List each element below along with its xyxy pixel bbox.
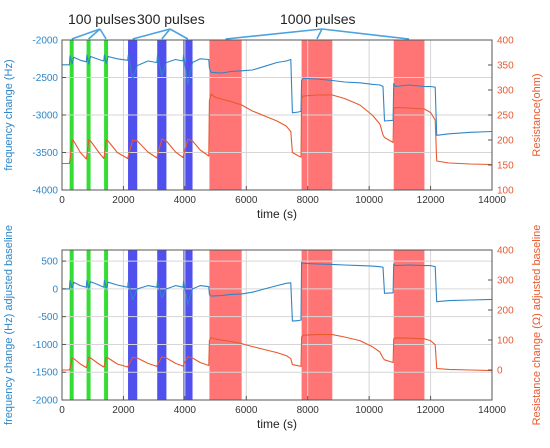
bracket-line-100-2 xyxy=(99,28,107,40)
y-tick-label-bottom-5: 500 xyxy=(41,257,58,268)
annotation-100-pulses: 100 pulses xyxy=(68,11,136,27)
y2-tick-label-bottom-1: 100 xyxy=(497,336,514,347)
x-tick-label-bottom-6: 12000 xyxy=(417,405,445,416)
pulse-band-blue-bottom-5 xyxy=(183,250,193,400)
y2-tick-label-bottom-4: 400 xyxy=(497,246,514,257)
y-axis-label-bottom: frequency change (Hz) adjusted baseline xyxy=(3,225,15,425)
y2-tick-label-top-4: 300 xyxy=(497,86,514,97)
y2-tick-label-top-5: 350 xyxy=(497,61,514,72)
pulse-band-blue-bottom-4 xyxy=(157,250,167,400)
y-tick-label-bottom-3: -500 xyxy=(38,312,58,323)
pulse-band-green-bottom-2 xyxy=(104,250,109,400)
y2-tick-label-bottom-3: 300 xyxy=(497,276,514,287)
chart-bottom-panel: 0 2000 4000 6000 8000 10000 12000 14000 -2000-1… xyxy=(3,225,543,431)
x-tick-label-top-3: 6000 xyxy=(235,195,258,206)
y-tick-label-top-2: -3000 xyxy=(32,111,58,122)
x-tick-label-top-4: 8000 xyxy=(297,195,320,206)
annotation-brackets xyxy=(71,28,410,40)
x-axis-label-top: time (s) xyxy=(257,207,297,221)
x-axis-label-bottom: time (s) xyxy=(257,417,297,431)
chart-top-panel: 0 2000 4000 6000 8000 10000 12000 14000 -4000 -3… xyxy=(3,36,543,222)
y2-tick-label-top-3: 250 xyxy=(497,111,514,122)
y2-tick-label-top-0: 100 xyxy=(497,186,514,197)
pulse-band-blue-bottom-3 xyxy=(128,250,138,400)
y2-tick-label-bottom-0: 0 xyxy=(497,366,503,377)
x-tick-label-top-0: 0 xyxy=(59,195,65,206)
x-tick-label-bottom-5: 10000 xyxy=(355,405,383,416)
bracket-line-300-5 xyxy=(169,28,189,40)
y-tick-label-top-0: -4000 xyxy=(32,186,58,197)
pulse-band-green-bottom-0 xyxy=(69,250,74,400)
y-axis-label-top: frequency change (Hz) xyxy=(3,59,15,170)
x-tick-label-top-6: 12000 xyxy=(417,195,445,206)
y-tick-label-bottom-0: -2000 xyxy=(32,396,58,407)
x-tick-label-top-2: 4000 xyxy=(174,195,197,206)
frequency-line-top xyxy=(62,54,493,136)
x-tick-label-bottom-3: 6000 xyxy=(235,405,258,416)
x-tick-label-bottom-2: 4000 xyxy=(174,405,197,416)
resistance-line-bottom xyxy=(62,334,493,372)
bracket-line-1000-8 xyxy=(321,28,410,40)
bracket-line-100-1 xyxy=(88,28,101,40)
pulse-annotations: 100 pulses 300 pulses 1000 pulses xyxy=(68,11,410,40)
y-tick-label-top-4: -2000 xyxy=(32,36,58,47)
y-tick-label-top-1: -3500 xyxy=(32,148,58,159)
y2-tick-label-top-6: 400 xyxy=(497,36,514,47)
annotation-300-pulses: 300 pulses xyxy=(137,11,205,27)
y2-axis-label-top: Resistance(ohm) xyxy=(531,73,543,156)
pulse-band-red-bottom-7 xyxy=(301,250,333,400)
bracket-line-100-0 xyxy=(71,28,101,40)
y-tick-label-bottom-1: -1500 xyxy=(32,368,58,379)
y2-tick-label-top-2: 200 xyxy=(497,136,514,147)
y2-tick-label-top-1: 150 xyxy=(497,161,514,172)
bracket-line-300-3 xyxy=(132,28,171,40)
pulse-band-red-bottom-8 xyxy=(393,250,425,400)
x-tick-label-top-7: 14000 xyxy=(478,195,506,206)
y2-axis-label-bottom: Resistance change (Ω) adjusted baseline xyxy=(531,225,543,426)
x-tick-label-top-5: 10000 xyxy=(355,195,383,206)
bracket-line-1000-6 xyxy=(225,28,323,40)
y-tick-label-top-3: -2500 xyxy=(32,73,58,84)
bracket-line-1000-7 xyxy=(316,28,323,40)
pulse-band-green-bottom-1 xyxy=(86,250,91,400)
y-tick-label-bottom-4: 0 xyxy=(52,284,58,295)
annotation-1000-pulses: 1000 pulses xyxy=(280,11,356,27)
pulse-band-red-bottom-6 xyxy=(209,250,242,400)
y2-tick-label-bottom-2: 200 xyxy=(497,306,514,317)
frequency-line-bottom xyxy=(62,261,493,322)
x-tick-label-top-1: 2000 xyxy=(112,195,135,206)
plot-frame-bottom xyxy=(61,249,493,401)
bracket-line-300-4 xyxy=(161,28,171,40)
x-tick-label-bottom-7: 14000 xyxy=(478,405,506,416)
x-tick-label-bottom-4: 8000 xyxy=(297,405,320,416)
x-tick-label-bottom-0: 0 xyxy=(59,405,65,416)
y-tick-label-bottom-2: -1000 xyxy=(32,340,58,351)
x-tick-label-bottom-1: 2000 xyxy=(112,405,135,416)
resistance-line-top xyxy=(62,93,493,166)
